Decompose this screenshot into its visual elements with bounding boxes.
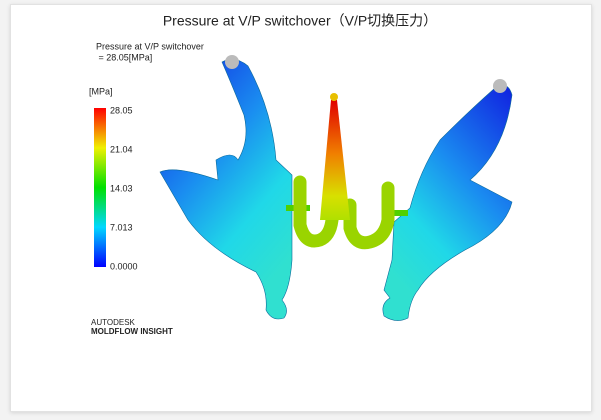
legend-unit: [MPa] [89, 86, 113, 96]
title: Pressure at V/P switchover（V/P切换压力） [163, 13, 437, 29]
left-part [159, 58, 293, 320]
legend-tick-label: 7.013 [110, 222, 133, 232]
legend-tick-label: 28.05 [110, 105, 133, 115]
gate [493, 79, 507, 93]
right-part [382, 84, 513, 321]
color-scale [94, 108, 106, 267]
brand: MOLDFLOW INSIGHT [91, 327, 173, 336]
nozzle [330, 93, 338, 101]
sprue [320, 100, 350, 220]
brand: AUTODESK [91, 318, 136, 327]
gate [225, 55, 239, 69]
legend-tick-label: 21.04 [110, 144, 133, 154]
runner [386, 210, 408, 216]
runner [293, 175, 395, 250]
annotation: = 28.05[MPa] [96, 52, 152, 62]
legend-tick-label: 14.03 [110, 183, 133, 193]
legend-tick-label: 0.0000 [110, 261, 138, 271]
legend-ticks: 28.05 21.04 14.03 7.013 0.0000 [110, 105, 138, 271]
annotation: Pressure at V/P switchover [96, 41, 204, 51]
